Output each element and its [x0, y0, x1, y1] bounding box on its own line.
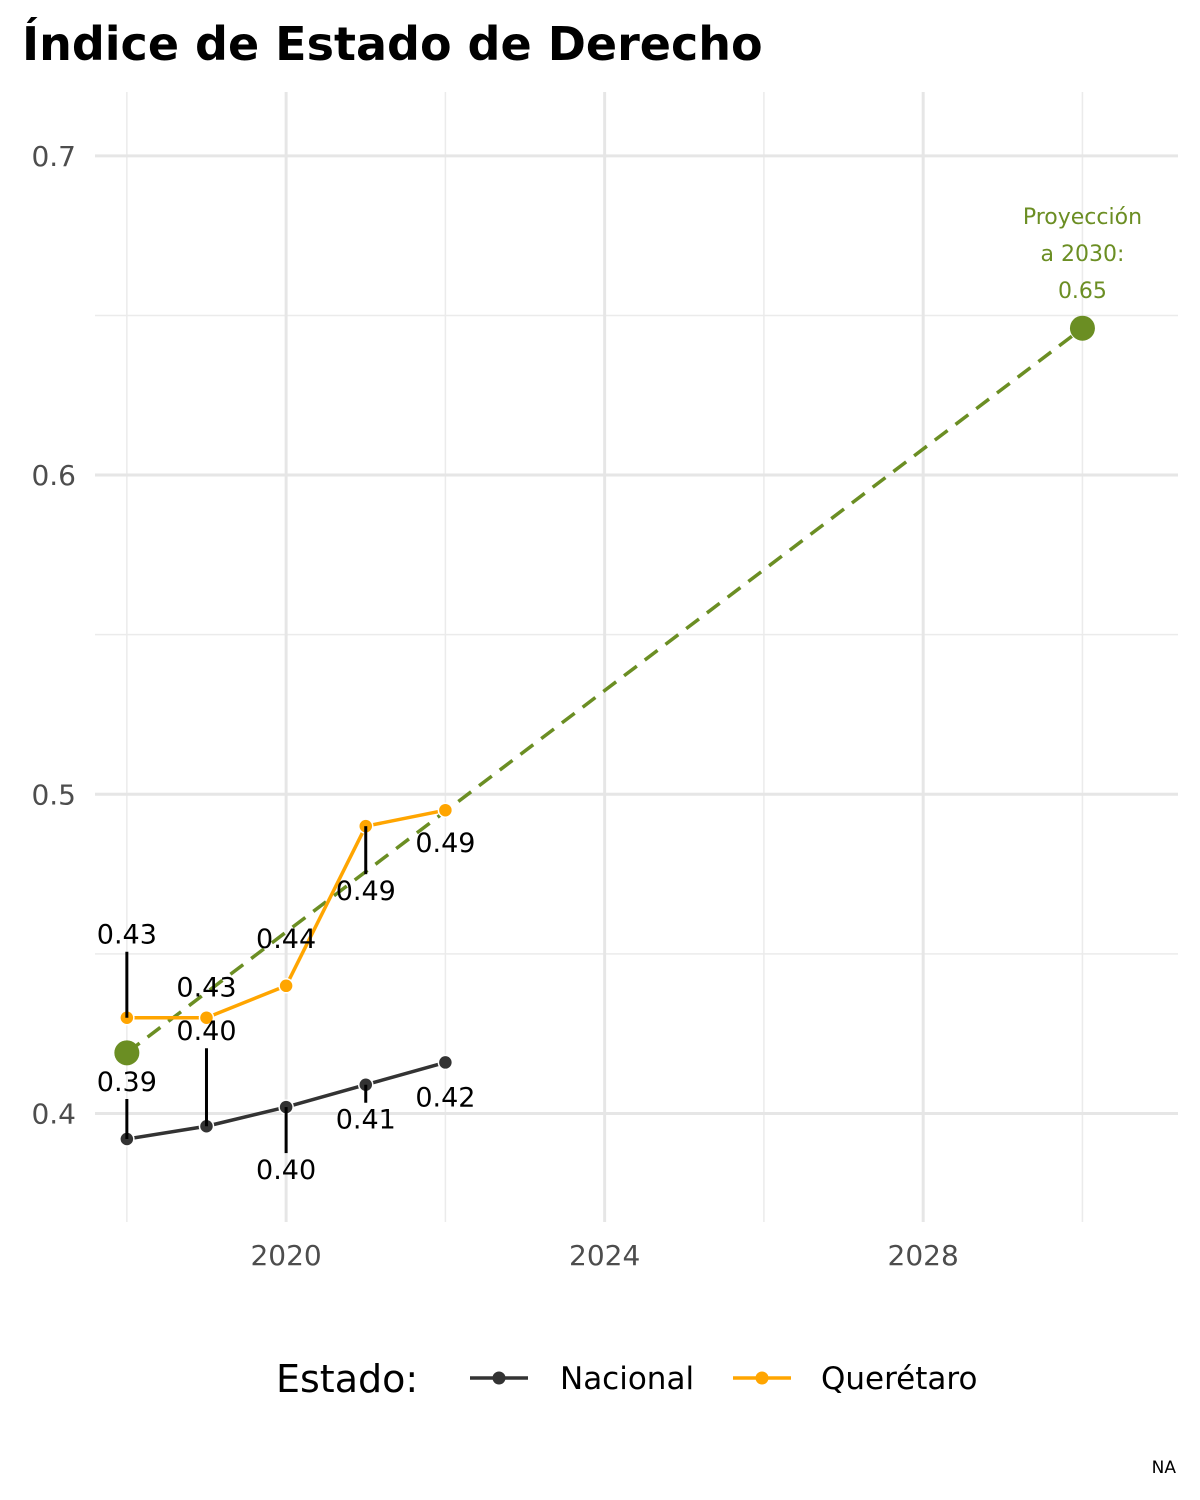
legend-key-point [492, 1371, 506, 1385]
data-point [437, 802, 454, 818]
x-tick-label: 2028 [888, 1239, 959, 1272]
projection-label: Proyección [1023, 205, 1142, 230]
data-label: 0.39 [97, 1067, 157, 1098]
data-label: 0.49 [415, 828, 475, 859]
y-tick-label: 0.6 [31, 459, 76, 492]
projection-label: 0.65 [1058, 279, 1107, 304]
chart-title: Índice de Estado de Derecho [22, 17, 763, 71]
data-point [198, 1009, 215, 1026]
data-label: 0.44 [256, 924, 316, 955]
legend: Estado: Nacional Querétaro [276, 1357, 977, 1401]
projection-point [114, 1040, 140, 1066]
x-tick-label: 2024 [569, 1239, 640, 1272]
y-tick-label: 0.5 [31, 778, 76, 811]
projection-line [125, 326, 1084, 1055]
data-label: 0.42 [415, 1082, 475, 1113]
data-label: 0.43 [97, 920, 157, 951]
data-point [437, 1054, 454, 1071]
x-tick-label: 2020 [250, 1239, 321, 1272]
legend-key-point [755, 1371, 769, 1385]
y-axis: 0.4 0.5 0.6 0.7 [31, 140, 76, 1131]
legend-label: Querétaro [821, 1361, 977, 1397]
y-tick-label: 0.7 [31, 140, 76, 173]
y-tick-label: 0.4 [31, 1097, 76, 1130]
legend-label: Nacional [560, 1361, 694, 1397]
data-point [278, 978, 294, 994]
data-label: 0.43 [176, 973, 236, 1004]
data-label: 0.49 [336, 876, 396, 907]
grid [95, 92, 1178, 1222]
caption: NA [1152, 1458, 1177, 1478]
legend-title: Estado: [276, 1357, 418, 1401]
data-label: 0.41 [336, 1105, 396, 1136]
x-axis: 2020 2024 2028 [250, 1239, 958, 1272]
data-label: 0.40 [176, 1016, 236, 1047]
projection-series: Proyección a 2030: 0.65 [114, 205, 1142, 1066]
data-labels: 0.39 0.40 0.40 0.41 0.42 0.43 0.43 0.44 0.49 0.49 [97, 826, 475, 1186]
projection-label: a 2030: [1041, 242, 1125, 267]
data-label: 0.40 [256, 1155, 316, 1186]
projection-point [1069, 315, 1095, 341]
